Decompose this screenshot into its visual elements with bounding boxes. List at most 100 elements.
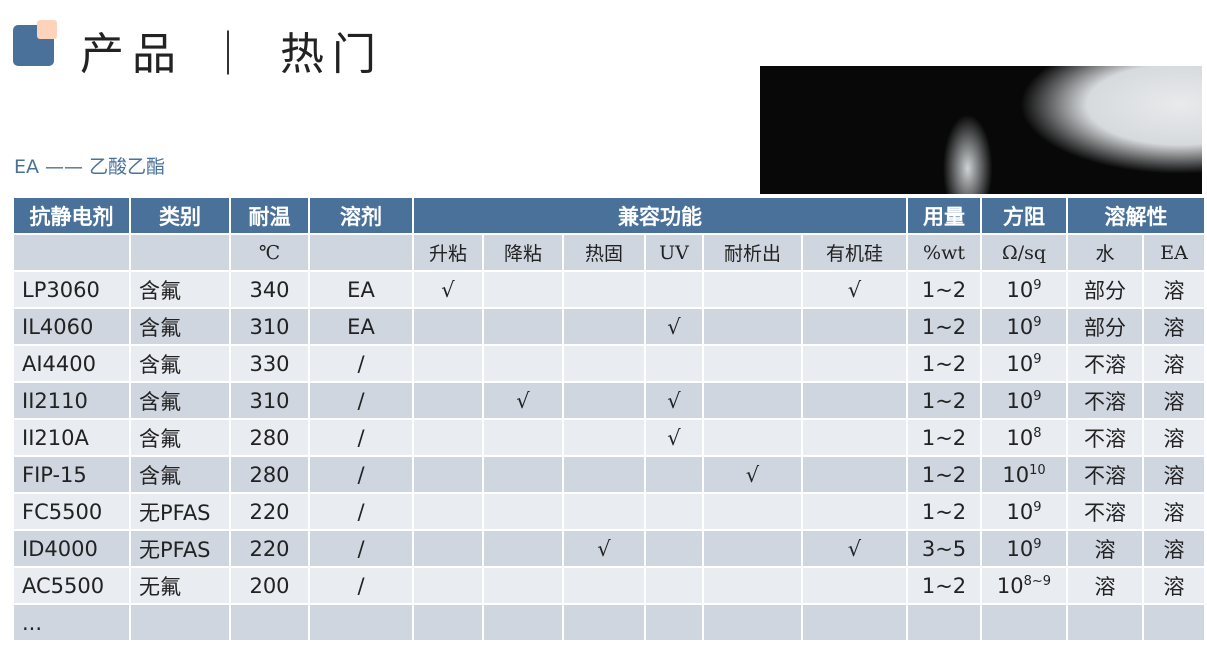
table-cell [482, 307, 564, 346]
subheader-cell: 有机硅 [801, 233, 908, 272]
table-cell [412, 307, 484, 346]
subheader-cell: 耐析出 [702, 233, 803, 272]
table-cell [412, 344, 484, 383]
table-row: ... [12, 603, 1206, 642]
table-cell [562, 270, 646, 309]
table-cell [482, 529, 564, 568]
column-header: 溶剂 [308, 196, 414, 235]
subheader-cell: %wt [906, 233, 982, 272]
table-cell: IL4060 [12, 307, 131, 346]
table-cell: 无PFAS [129, 492, 231, 531]
table-cell [308, 603, 414, 642]
table-cell: 280 [229, 418, 310, 457]
table-cell: √ [801, 270, 908, 309]
table-cell: 340 [229, 270, 310, 309]
table-cell [562, 603, 646, 642]
table-cell [482, 418, 564, 457]
table-cell: / [308, 381, 414, 420]
table-cell: 1~2 [906, 381, 982, 420]
column-header: 兼容功能 [412, 196, 908, 235]
table-cell: / [308, 566, 414, 605]
table-cell [562, 418, 646, 457]
table-cell [229, 603, 310, 642]
table-cell [412, 529, 484, 568]
table-cell [482, 270, 564, 309]
table-cell: 含氟 [129, 344, 231, 383]
table-cell: 溶 [1142, 492, 1206, 531]
table-cell: 1~2 [906, 492, 982, 531]
table-cell [801, 566, 908, 605]
table-cell: II2110 [12, 381, 131, 420]
resistance-cell: 108~9 [980, 566, 1068, 605]
table-cell: 1~2 [906, 307, 982, 346]
table-cell: 不溶 [1066, 381, 1144, 420]
table-cell: 溶 [1142, 529, 1206, 568]
table-cell: 含氟 [129, 381, 231, 420]
table-cell: √ [412, 270, 484, 309]
table-cell: 不溶 [1066, 344, 1144, 383]
subheader-cell [129, 233, 231, 272]
table-cell: 3~5 [906, 529, 982, 568]
table-cell [702, 529, 803, 568]
column-header: 用量 [906, 196, 982, 235]
table-cell: 1~2 [906, 344, 982, 383]
table-cell: 含氟 [129, 270, 231, 309]
subheader-cell [308, 233, 414, 272]
table-cell [702, 307, 803, 346]
subheader-cell: 热固 [562, 233, 646, 272]
table-cell: 1~2 [906, 566, 982, 605]
subheader-cell: ℃ [229, 233, 310, 272]
subheader-cell: EA [1142, 233, 1206, 272]
table-cell: 溶 [1142, 381, 1206, 420]
table-cell: 310 [229, 381, 310, 420]
table-cell [1142, 603, 1206, 642]
table-cell [644, 455, 704, 494]
table-cell: 220 [229, 492, 310, 531]
table-cell [702, 492, 803, 531]
table-cell [801, 307, 908, 346]
table-cell: 无氟 [129, 566, 231, 605]
table-cell: 含氟 [129, 307, 231, 346]
table-cell [702, 418, 803, 457]
table-cell [562, 381, 646, 420]
table-cell [702, 381, 803, 420]
page-title: 产品 ｜ 热门 [80, 29, 384, 80]
table-cell: AC5500 [12, 566, 131, 605]
table-cell: 部分 [1066, 307, 1144, 346]
table-cell [412, 418, 484, 457]
table-cell: 不溶 [1066, 492, 1144, 531]
table-cell: AI4400 [12, 344, 131, 383]
table-cell [801, 381, 908, 420]
table-cell [801, 455, 908, 494]
table-cell [412, 381, 484, 420]
table-cell: / [308, 344, 414, 383]
table-cell: √ [644, 418, 704, 457]
table-cell: 溶 [1142, 270, 1206, 309]
table-cell [562, 344, 646, 383]
table-row: II210A 含氟 280/ √ 1~2 108 不溶溶 [12, 418, 1206, 457]
table-cell: 1~2 [906, 455, 982, 494]
column-header: 抗静电剂 [12, 196, 131, 235]
product-photo [760, 66, 1202, 194]
subheader-cell: Ω/sq [980, 233, 1068, 272]
table-cell: II210A [12, 418, 131, 457]
table-cell [412, 492, 484, 531]
table-cell: 330 [229, 344, 310, 383]
subheader-row: ℃ 升粘 降粘 热固 UV 耐析出 有机硅 %wt Ω/sq 水 EA [12, 233, 1206, 272]
table-cell [482, 566, 564, 605]
table-row: AC5500 无氟 200/1~2 108~9 溶溶 [12, 566, 1206, 605]
subheader-cell: 水 [1066, 233, 1144, 272]
table-cell [562, 455, 646, 494]
table-cell: 280 [229, 455, 310, 494]
column-header: 方阻 [980, 196, 1068, 235]
table-cell: / [308, 418, 414, 457]
column-header: 耐温 [229, 196, 310, 235]
table-cell: 220 [229, 529, 310, 568]
resistance-cell: 109 [980, 270, 1068, 309]
table-cell: / [308, 455, 414, 494]
product-table: 抗静电剂 类别 耐温 溶剂 兼容功能 用量 方阻 溶解性 ℃ 升粘 降粘 热固 UV 耐析出 有机硅 %wt Ω… [12, 196, 1206, 642]
table-row: FC5500 无PFAS 220/ 1~2 109 不溶溶 [12, 492, 1206, 531]
table-cell [801, 603, 908, 642]
table-cell [412, 566, 484, 605]
subheader-cell: 降粘 [482, 233, 564, 272]
